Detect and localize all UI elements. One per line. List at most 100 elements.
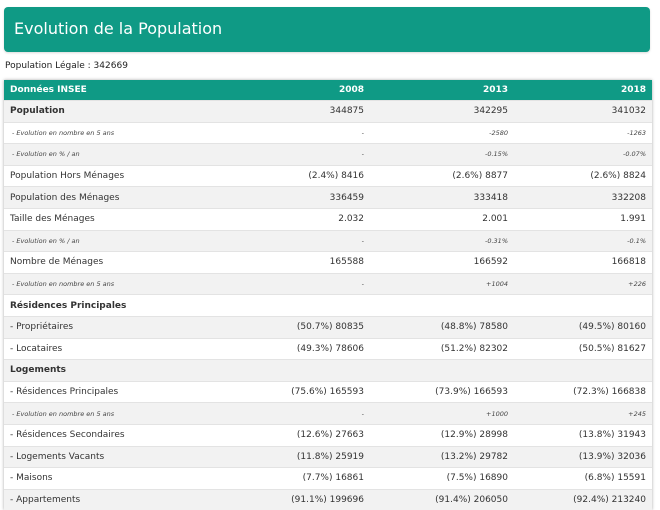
- row-label: - Evolution en nombre en 5 ans: [4, 122, 204, 144]
- cell-value: (48.8%) 78580: [370, 316, 514, 338]
- cell-value: (91.4%) 206050: [370, 489, 514, 510]
- cell-value: 336459: [204, 187, 370, 209]
- cell-value: [514, 295, 652, 317]
- page-header: Evolution de la Population: [4, 7, 650, 52]
- cell-value: (2.6%) 8824: [514, 165, 652, 187]
- column-header: 2008: [204, 80, 370, 101]
- cell-value: (11.8%) 25919: [204, 446, 370, 468]
- row-label: - Résidences Secondaires: [4, 424, 204, 446]
- cell-value: (13.2%) 29782: [370, 446, 514, 468]
- row-label: - Propriétaires: [4, 316, 204, 338]
- cell-value: (13.9%) 32036: [514, 446, 652, 468]
- cell-value: 2.032: [204, 208, 370, 230]
- row-label: - Evolution en nombre en 5 ans: [4, 403, 204, 425]
- cell-value: -2580: [370, 122, 514, 144]
- cell-value: (12.9%) 28998: [370, 424, 514, 446]
- table-row: - Maisons(7.7%) 16861(7.5%) 16890(6.8%) …: [4, 468, 652, 490]
- cell-value: -: [204, 122, 370, 144]
- table-header-row: Données INSEE 2008 2013 2018: [4, 80, 652, 101]
- row-label: Logements: [4, 360, 204, 382]
- table-row: - Appartements(91.1%) 199696(91.4%) 2060…: [4, 489, 652, 510]
- row-label: - Résidences Principales: [4, 381, 204, 403]
- table-row: - Evolution en % / an--0.15%-0.07%: [4, 144, 652, 166]
- section-row: Résidences Principales: [4, 295, 652, 317]
- cell-value: 2.001: [370, 208, 514, 230]
- cell-value: 1.991: [514, 208, 652, 230]
- cell-value: (49.5%) 80160: [514, 316, 652, 338]
- cell-value: +1004: [370, 273, 514, 295]
- cell-value: (92.4%) 213240: [514, 489, 652, 510]
- cell-value: 333418: [370, 187, 514, 209]
- table-row: - Résidences Principales(75.6%) 165593 (7…: [4, 381, 652, 403]
- cell-value: (2.4%) 8416: [204, 165, 370, 187]
- table-row: - Evolution en % / an--0.31%-0.1%: [4, 230, 652, 252]
- column-header: Données INSEE: [4, 80, 204, 101]
- cell-value: (13.8%) 31943: [514, 424, 652, 446]
- table-row: - Evolution en nombre en 5 ans--2580-126…: [4, 122, 652, 144]
- table-row: - Logements Vacants(11.8%) 25919(13.2%) …: [4, 446, 652, 468]
- table-row: Population Hors Ménages(2.4%) 8416(2.6%)…: [4, 165, 652, 187]
- cell-value: [514, 360, 652, 382]
- row-label: - Evolution en % / an: [4, 144, 204, 166]
- cell-value: 166818: [514, 252, 652, 274]
- cell-value: (50.7%) 80835: [204, 316, 370, 338]
- table-row: - Propriétaires(50.7%) 80835(48.8%) 7858…: [4, 316, 652, 338]
- row-label: - Evolution en nombre en 5 ans: [4, 273, 204, 295]
- legal-population: Population Légale : 342669: [5, 61, 128, 71]
- table-row: - Evolution en nombre en 5 ans-+1000+245: [4, 403, 652, 425]
- cell-value: -0.07%: [514, 144, 652, 166]
- cell-value: +226: [514, 273, 652, 295]
- page-title: Evolution de la Population: [14, 19, 222, 38]
- cell-value: (51.2%) 82302: [370, 338, 514, 360]
- row-label: Nombre de Ménages: [4, 252, 204, 274]
- row-label: - Evolution en % / an: [4, 230, 204, 252]
- cell-value: [204, 295, 370, 317]
- row-label: - Logements Vacants: [4, 446, 204, 468]
- cell-value: -0.31%: [370, 230, 514, 252]
- row-label: Population des Ménages: [4, 187, 204, 209]
- cell-value: (75.6%) 165593: [204, 381, 370, 403]
- cell-value: (7.5%) 16890: [370, 468, 514, 490]
- row-label: Résidences Principales: [4, 295, 204, 317]
- cell-value: -: [204, 403, 370, 425]
- row-label: - Maisons: [4, 468, 204, 490]
- cell-value: +1000: [370, 403, 514, 425]
- row-label: Population: [4, 101, 204, 123]
- cell-value: 342295: [370, 101, 514, 123]
- cell-value: [370, 295, 514, 317]
- row-label: - Locataires: [4, 338, 204, 360]
- cell-value: (7.7%) 16861: [204, 468, 370, 490]
- cell-value: (49.3%) 78606: [204, 338, 370, 360]
- section-row: Logements: [4, 360, 652, 382]
- table-row: - Locataires(49.3%) 78606(51.2%) 82302(5…: [4, 338, 652, 360]
- cell-value: [204, 360, 370, 382]
- cell-value: (2.6%) 8877: [370, 165, 514, 187]
- cell-value: -0.1%: [514, 230, 652, 252]
- cell-value: [370, 360, 514, 382]
- row-label: Population Hors Ménages: [4, 165, 204, 187]
- cell-value: -: [204, 273, 370, 295]
- cell-value: -: [204, 144, 370, 166]
- cell-value: (12.6%) 27663: [204, 424, 370, 446]
- cell-value: 341032: [514, 101, 652, 123]
- cell-value: (72.3%) 166838: [514, 381, 652, 403]
- cell-value: -0.15%: [370, 144, 514, 166]
- cell-value: 344875: [204, 101, 370, 123]
- cell-value: 165588: [204, 252, 370, 274]
- table-row: - Résidences Secondaires(12.6%) 27663(12…: [4, 424, 652, 446]
- cell-value: (91.1%) 199696: [204, 489, 370, 510]
- column-header: 2018: [514, 80, 652, 101]
- column-header: 2013: [370, 80, 514, 101]
- cell-value: (6.8%) 15591: [514, 468, 652, 490]
- cell-value: 332208: [514, 187, 652, 209]
- cell-value: 166592: [370, 252, 514, 274]
- cell-value: +245: [514, 403, 652, 425]
- cell-value: -: [204, 230, 370, 252]
- row-label: - Appartements: [4, 489, 204, 510]
